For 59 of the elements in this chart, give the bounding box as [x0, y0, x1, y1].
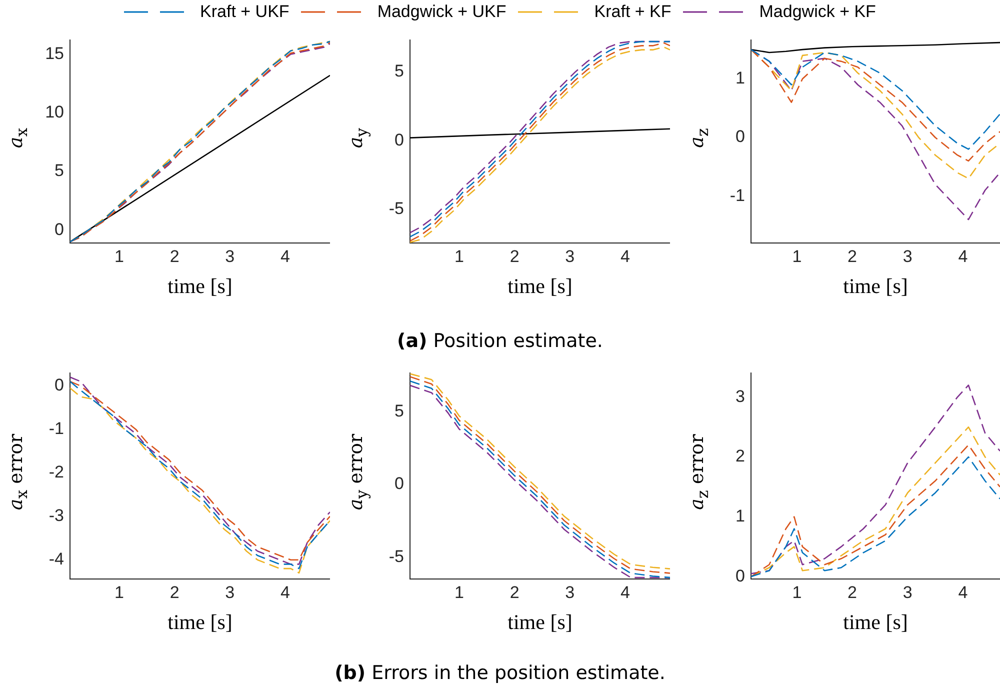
y-tick-label: 0: [394, 474, 404, 494]
x-tick-label: 3: [225, 246, 235, 266]
x-axis-title: time [s]: [168, 610, 232, 635]
x-axis-title: time [s]: [508, 610, 572, 635]
x-tick-label: 2: [510, 582, 520, 602]
legend-label: Madgwick + UKF: [377, 2, 506, 22]
x-tick-label: 4: [958, 246, 968, 266]
x-tick-label: 4: [280, 246, 290, 266]
y-tick-label: 5: [394, 401, 404, 420]
y-tick-label: 3: [736, 386, 745, 406]
legend-label: Kraft + KF: [594, 2, 672, 22]
y-tick-label: 1: [736, 68, 745, 88]
line-series: [751, 384, 1000, 574]
x-axis-title: time [s]: [843, 274, 908, 299]
x-tick-label: 2: [510, 246, 520, 266]
x-tick-label: 1: [114, 246, 124, 266]
x-tick-label: 4: [620, 582, 630, 602]
y-tick-label: -5: [388, 546, 404, 566]
x-tick-label: 1: [114, 582, 124, 602]
x-tick-label: 3: [565, 246, 575, 266]
x-tick-label: 2: [848, 246, 857, 266]
x-tick-label: 4: [620, 246, 630, 266]
x-tick-label: 3: [225, 582, 235, 602]
x-axis-title: time [s]: [168, 274, 232, 299]
y-tick-label: 0: [394, 130, 404, 150]
x-tick-label: 1: [792, 246, 802, 266]
y-tick-label: -1: [730, 186, 745, 205]
y-tick-label: 0: [54, 376, 64, 395]
x-tick-label: 1: [454, 246, 464, 266]
y-tick-label: -1: [48, 419, 64, 438]
legend-label: Kraft + UKF: [200, 2, 290, 22]
y-tick-label: 1: [736, 506, 745, 526]
y-tick-label: 2: [736, 446, 745, 466]
y-tick-label: 5: [394, 62, 404, 81]
y-tick-label: 5: [54, 161, 64, 180]
x-tick-label: 2: [848, 582, 857, 602]
x-tick-label: 4: [958, 582, 968, 602]
x-tick-label: 1: [454, 582, 464, 602]
y-tick-label: 0: [736, 566, 745, 586]
x-tick-label: 3: [565, 582, 575, 602]
y-tick-label: -3: [48, 506, 64, 526]
legend-label: Madgwick + KF: [759, 2, 876, 22]
y-tick-label: 0: [54, 220, 64, 239]
x-tick-label: 2: [170, 246, 180, 266]
x-tick-label: 3: [902, 246, 912, 266]
x-tick-label: 2: [170, 582, 180, 602]
text: (b) Errors in the position estimate.: [334, 662, 666, 684]
y-tick-label: 10: [45, 102, 64, 122]
y-tick-label: -2: [48, 462, 64, 482]
x-tick-label: 4: [280, 582, 290, 602]
x-tick-label: 3: [902, 582, 912, 602]
x-axis-title: time [s]: [508, 274, 572, 299]
text: (a) Position estimate.: [397, 330, 603, 352]
y-tick-label: 15: [45, 44, 64, 63]
x-tick-label: 1: [792, 582, 802, 602]
y-tick-label: 0: [736, 127, 745, 146]
x-axis-title: time [s]: [843, 610, 908, 635]
y-tick-label: -4: [48, 550, 64, 569]
y-tick-label: -5: [388, 199, 404, 218]
